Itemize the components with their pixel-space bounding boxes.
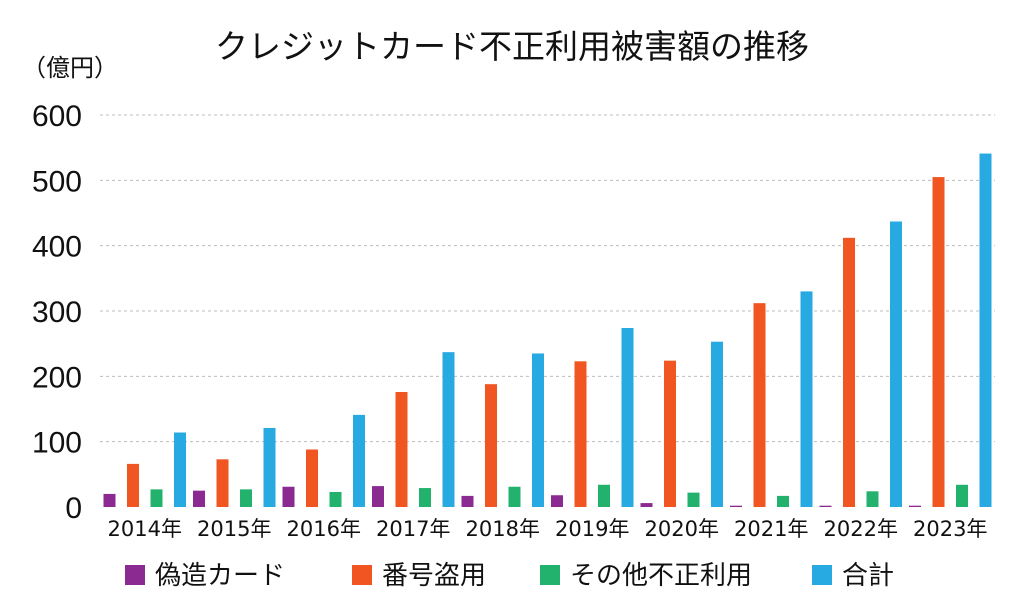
gridlines	[100, 114, 995, 443]
bar	[777, 495, 789, 507]
bar	[282, 486, 295, 507]
legend-swatch	[812, 565, 832, 585]
bar	[216, 459, 229, 507]
legend-swatch	[125, 565, 145, 585]
bar	[598, 484, 610, 507]
bar	[711, 341, 723, 507]
bar	[574, 361, 587, 507]
bar	[551, 495, 563, 507]
bar	[150, 489, 163, 507]
y-tick-label: 300	[32, 296, 82, 329]
bar	[372, 486, 384, 507]
legend-label: 合計	[842, 561, 894, 591]
bar	[127, 463, 139, 507]
bar	[329, 491, 342, 507]
y-tick-label: 100	[32, 427, 82, 460]
legend-label: 偽造カード	[155, 561, 285, 591]
x-tick-label: 2019年	[555, 517, 629, 541]
y-tick-label: 200	[32, 361, 82, 394]
bar	[956, 484, 968, 507]
y-tick-label: 400	[32, 231, 82, 264]
bar	[866, 491, 879, 507]
bar	[640, 503, 653, 507]
bar	[979, 153, 992, 507]
bar	[193, 490, 205, 507]
x-tick-label: 2014年	[108, 517, 182, 541]
bar	[800, 291, 813, 507]
bar	[730, 505, 742, 507]
legend-label: 番号盗用	[382, 561, 486, 591]
bar	[461, 495, 474, 507]
x-tick-label: 2018年	[466, 517, 540, 541]
bar	[508, 486, 521, 507]
bar	[753, 303, 766, 507]
bar	[174, 432, 186, 507]
bar	[442, 352, 455, 507]
bar	[843, 237, 855, 507]
bar	[419, 488, 431, 507]
y-tick-label: 600	[32, 100, 82, 133]
bar	[485, 384, 497, 507]
bar	[306, 449, 318, 507]
y-axis-unit-label: （億円）	[22, 54, 118, 82]
bar	[395, 392, 408, 507]
bar	[240, 489, 252, 507]
y-tick-label: 0	[65, 492, 82, 525]
bar	[532, 353, 544, 507]
x-tick-label: 2016年	[287, 517, 361, 541]
bar	[263, 427, 276, 507]
bar	[819, 505, 832, 507]
bar	[687, 492, 700, 507]
y-axis-ticks: 0 100 200 300 400 500 600	[32, 100, 82, 525]
bar	[664, 360, 676, 507]
x-tick-label: 2015年	[197, 517, 271, 541]
legend-label: その他不正利用	[570, 561, 752, 591]
bar	[353, 414, 365, 507]
x-tick-label: 2020年	[645, 517, 719, 541]
y-tick-label: 500	[32, 165, 82, 198]
bar	[103, 493, 116, 507]
bar	[932, 177, 945, 508]
x-tick-label: 2017年	[376, 517, 450, 541]
bar	[909, 505, 921, 507]
x-axis-ticks: 2014年 2015年 2016年 2017年 2018年 2019年 2020年 2021年…	[108, 517, 988, 541]
bar	[621, 327, 634, 507]
x-tick-label: 2023年	[913, 517, 987, 541]
legend-swatch	[352, 565, 372, 585]
chart-title: クレジットカード不正利用被害額の推移	[215, 27, 809, 66]
bars	[103, 153, 992, 508]
x-tick-label: 2022年	[824, 517, 898, 541]
legend-swatch	[540, 565, 560, 585]
legend: 偽造カード 番号盗用 その他不正利用 合計	[125, 561, 894, 591]
x-tick-label: 2021年	[734, 517, 808, 541]
bar	[890, 221, 902, 507]
